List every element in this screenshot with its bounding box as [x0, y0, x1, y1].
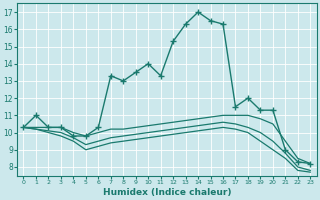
X-axis label: Humidex (Indice chaleur): Humidex (Indice chaleur): [103, 188, 231, 197]
